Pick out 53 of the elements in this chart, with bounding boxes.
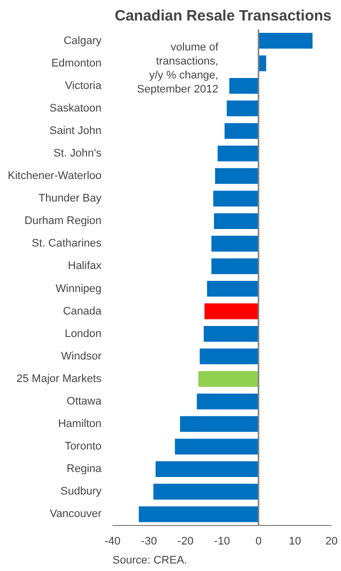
bar bbox=[180, 416, 258, 432]
y-tick-label: Hamilton bbox=[58, 418, 102, 430]
y-tick-label: Saskatoon bbox=[50, 102, 102, 114]
bar bbox=[229, 78, 258, 94]
source-note: Source: CREA. bbox=[112, 554, 188, 566]
bar bbox=[156, 461, 258, 478]
bar bbox=[211, 236, 258, 252]
y-tick-label: Toronto bbox=[64, 440, 102, 453]
y-tick-label: 25 Major Markets bbox=[16, 372, 102, 385]
x-tick-label: -30 bbox=[141, 536, 157, 548]
bar bbox=[214, 213, 258, 230]
y-tick-label: Canada bbox=[62, 305, 102, 318]
bar bbox=[174, 438, 258, 454]
y-tick-label: Windsor bbox=[61, 350, 102, 362]
y-tick-label: Winnipeg bbox=[56, 282, 102, 295]
x-tick-label: 0 bbox=[255, 536, 262, 548]
bar bbox=[200, 348, 258, 364]
y-tick-label: Halifax bbox=[68, 260, 102, 272]
y-tick-label: Ottawa bbox=[66, 396, 102, 408]
bar bbox=[204, 326, 258, 342]
bar bbox=[215, 168, 258, 184]
x-tick-label: -10 bbox=[214, 536, 230, 548]
y-tick-label: Thunder Bay bbox=[38, 192, 102, 205]
bar bbox=[258, 32, 313, 49]
bar bbox=[204, 303, 258, 320]
y-tick-label: St. Catharines bbox=[32, 238, 102, 250]
bar bbox=[224, 123, 258, 139]
bar bbox=[207, 280, 258, 297]
x-tick-label: -20 bbox=[178, 536, 194, 548]
y-tick-label: London bbox=[64, 328, 102, 340]
bar bbox=[226, 100, 258, 116]
y-tick-label: Edmonton bbox=[51, 57, 102, 70]
annotation: volume of transactions, y/y % change, September 2012 bbox=[137, 42, 220, 96]
bar bbox=[198, 371, 258, 387]
bar bbox=[196, 394, 258, 410]
bar bbox=[213, 190, 258, 206]
bar bbox=[218, 146, 258, 162]
x-tick-label: -40 bbox=[104, 536, 120, 548]
bar bbox=[211, 258, 258, 274]
chart-title: Canadian Resale Transactions bbox=[114, 8, 332, 24]
y-tick-label: Kitchener-Waterloo bbox=[8, 170, 102, 182]
y-tick-label: Calgary bbox=[64, 34, 102, 47]
y-tick-label: Regina bbox=[66, 463, 102, 476]
y-tick-label: Sudbury bbox=[60, 486, 102, 498]
bar bbox=[153, 484, 258, 500]
y-tick-label: Saint John bbox=[50, 124, 102, 137]
y-tick-label: Victoria bbox=[65, 80, 102, 92]
y-tick-label: Vancouver bbox=[50, 508, 102, 520]
y-tick-label: Durham Region bbox=[24, 215, 102, 228]
y-tick-label: St. John's bbox=[54, 148, 102, 160]
x-tick-label: 20 bbox=[325, 536, 338, 548]
bar bbox=[138, 506, 258, 522]
x-tick-label: 10 bbox=[288, 536, 302, 548]
